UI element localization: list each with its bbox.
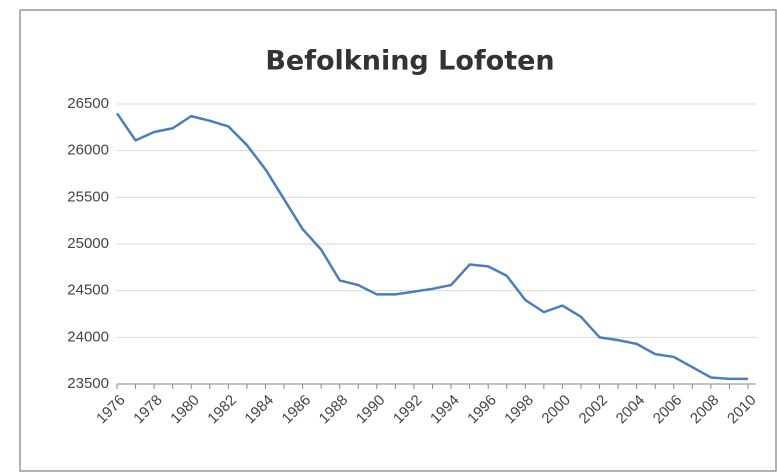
y-tick-label: 25000 [67,235,109,252]
y-tick-label: 23500 [67,375,109,392]
y-tick-label: 26500 [67,95,109,112]
line-series [115,112,748,381]
chart-title: Befolkning Lofoten [265,46,554,77]
y-tick-label: 24000 [67,328,109,345]
chart-border [19,9,777,472]
y-tick-label: 24500 [67,282,109,299]
y-tick-label: 26000 [67,142,109,159]
y-tick-label: 25500 [67,188,109,205]
